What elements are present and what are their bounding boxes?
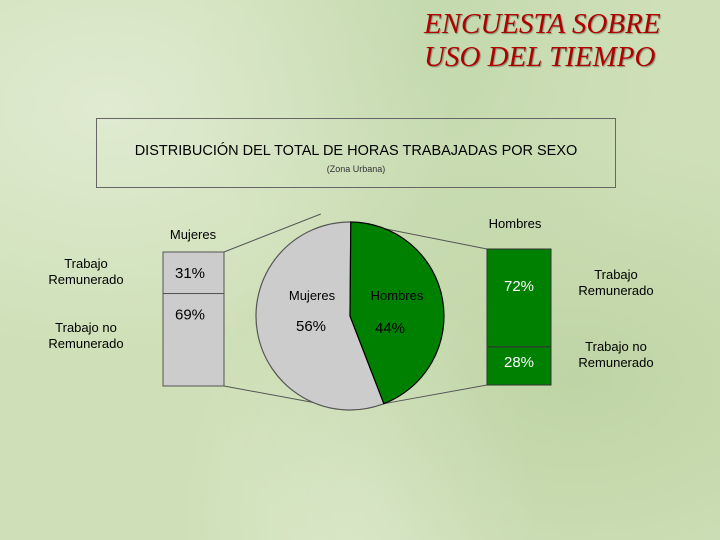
left-bar-label-2: 69% — [175, 307, 205, 324]
slide-title-line1: ENCUESTA SOBRE — [424, 8, 661, 40]
right-bar-name: Hombres — [489, 216, 542, 231]
chart-title-box: DISTRIBUCIÓN DEL TOTAL DE HORAS TRABAJAD… — [96, 118, 616, 188]
chart-title: DISTRIBUCIÓN DEL TOTAL DE HORAS TRABAJAD… — [134, 143, 578, 159]
right-category-label-1-line1: Trabajo — [594, 267, 638, 282]
pie-label-mujeres-name: Mujeres — [289, 288, 336, 303]
pie-slice-hombres — [349, 221, 445, 405]
connector-right-bottom — [383, 384, 488, 405]
slide-title: ENCUESTA SOBRE USO DEL TIEMPO — [424, 8, 714, 74]
pie-slice-mujeres — [255, 221, 385, 411]
right-bar-segment-2 — [486, 346, 552, 386]
right-bar-segment-1 — [486, 248, 552, 348]
pie-label-mujeres-value: 56% — [296, 318, 326, 335]
right-category-label-2-line1: Trabajo no — [585, 339, 647, 354]
right-bar-label-2: 28% — [504, 354, 534, 371]
pie-label-hombres-name: Hombres — [371, 288, 424, 303]
left-category-label-1-line2: Remunerado — [48, 272, 123, 287]
left-bar-name: Mujeres — [170, 227, 217, 242]
connector-left-top — [223, 213, 321, 253]
left-category-label-1-line1: Trabajo — [64, 256, 108, 271]
right-category-label-1-line2: Remunerado — [578, 283, 653, 298]
right-category-label-2-line2: Remunerado — [578, 355, 653, 370]
left-bar-label-1: 31% — [175, 265, 205, 282]
right-bar-label-1: 72% — [504, 278, 534, 295]
left-bar-segment-1 — [162, 251, 225, 295]
slide-title-line2: USO DEL TIEMPO — [424, 41, 656, 73]
left-bar-segment-2 — [162, 293, 225, 387]
left-category-label-2-line1: Trabajo no — [55, 320, 117, 335]
pie-label-hombres-value: 44% — [375, 320, 405, 337]
left-category-label-2-line2: Remunerado — [48, 336, 123, 351]
chart-subtitle: (Zona Urbana) — [326, 164, 386, 174]
